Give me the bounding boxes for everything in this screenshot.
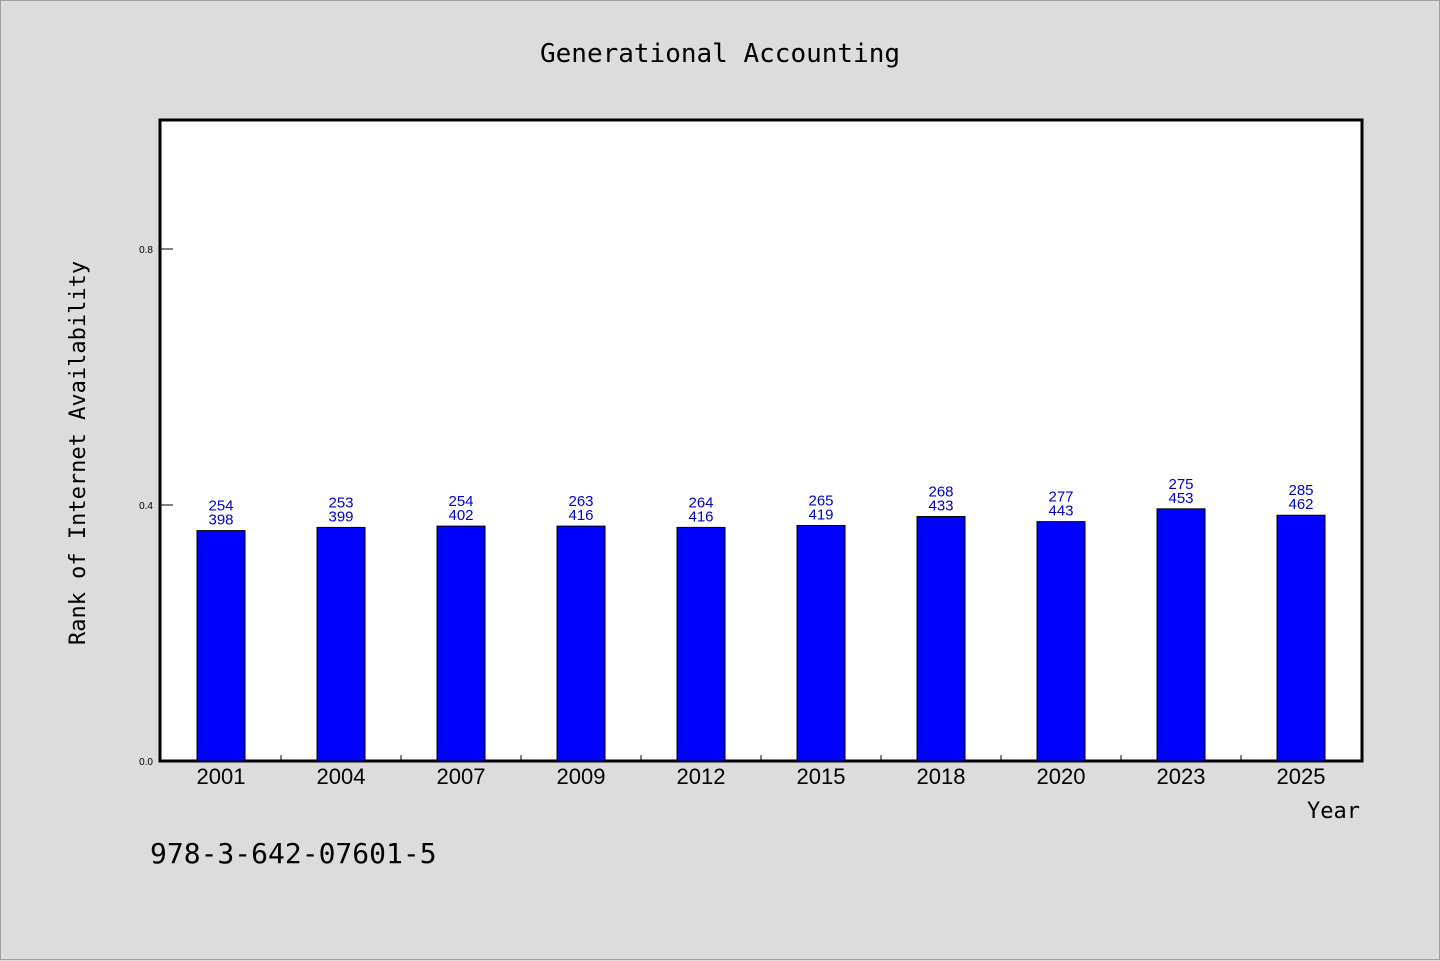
y-tick-label: 0.0 — [139, 757, 153, 768]
bar-label-top-2004: 253 — [328, 494, 353, 511]
bar-label-bottom-2007: 402 — [448, 507, 473, 524]
x-tick-label-2004: 2004 — [317, 764, 366, 789]
bar-label-bottom-2009: 416 — [568, 507, 593, 524]
x-axis-ticks: 2001 2004 2007 2009 2012 2015 2018 2020 2023 2025 — [197, 755, 1326, 789]
x-tick-label-2023: 2023 — [1157, 764, 1206, 789]
bar-label-top-2009: 263 — [568, 493, 593, 510]
chart-title: Generational Accounting — [540, 39, 900, 69]
bar-label-top-2001: 254 — [208, 498, 233, 515]
x-tick-label-2020: 2020 — [1037, 764, 1086, 789]
x-tick-label-2015: 2015 — [797, 764, 846, 789]
bar-label-top-2015: 265 — [808, 492, 833, 509]
bar-label-top-2025: 285 — [1288, 482, 1313, 499]
bar-2025 — [1276, 514, 1326, 762]
bar-label-bottom-2023: 453 — [1168, 490, 1193, 507]
bar-2009 — [556, 525, 606, 762]
bar-label-bottom-2001: 398 — [208, 512, 233, 529]
bar-2001 — [196, 530, 246, 762]
x-tick-label-2009: 2009 — [557, 764, 606, 789]
y-tick-label: 0.4 — [139, 501, 153, 512]
isbn-footer: 978-3-642-07601-5 — [150, 837, 437, 870]
y-tick-label: 0.8 — [139, 245, 153, 256]
bar-2018 — [916, 516, 966, 762]
bar-2012 — [676, 526, 726, 762]
bar-2004 — [316, 526, 366, 762]
bar-label-bottom-2018: 433 — [928, 498, 953, 515]
bar-label-top-2023: 275 — [1168, 476, 1193, 493]
x-tick-label-2012: 2012 — [677, 764, 726, 789]
bar-label-bottom-2025: 462 — [1288, 496, 1313, 513]
bar-label-top-2020: 277 — [1048, 489, 1073, 506]
bar-label-top-2012: 264 — [688, 494, 713, 511]
x-tick-label-2001: 2001 — [197, 764, 246, 789]
x-tick-label-2018: 2018 — [917, 764, 966, 789]
data-labels-group: 2543982533992544022634162644162654192684… — [208, 476, 1313, 529]
bar-2015 — [796, 524, 846, 762]
bar-label-bottom-2004: 399 — [328, 508, 353, 525]
bar-label-bottom-2020: 443 — [1048, 503, 1073, 520]
y-axis-label: Rank of Internet Availability — [66, 261, 91, 645]
bar-label-bottom-2012: 416 — [688, 508, 713, 525]
bar-2020 — [1036, 521, 1086, 762]
x-tick-label-2025: 2025 — [1277, 764, 1326, 789]
x-axis-label: Year — [1307, 799, 1360, 824]
bar-label-top-2018: 268 — [928, 484, 953, 501]
bar-2007 — [436, 525, 486, 762]
bars-group — [196, 508, 1326, 762]
x-tick-label-2007: 2007 — [437, 764, 486, 789]
bar-2023 — [1156, 508, 1206, 762]
bar-label-bottom-2015: 419 — [808, 506, 833, 523]
y-axis-ticks: 0.0 0.4 0.8 — [139, 245, 173, 768]
bar-label-top-2007: 254 — [448, 493, 473, 510]
